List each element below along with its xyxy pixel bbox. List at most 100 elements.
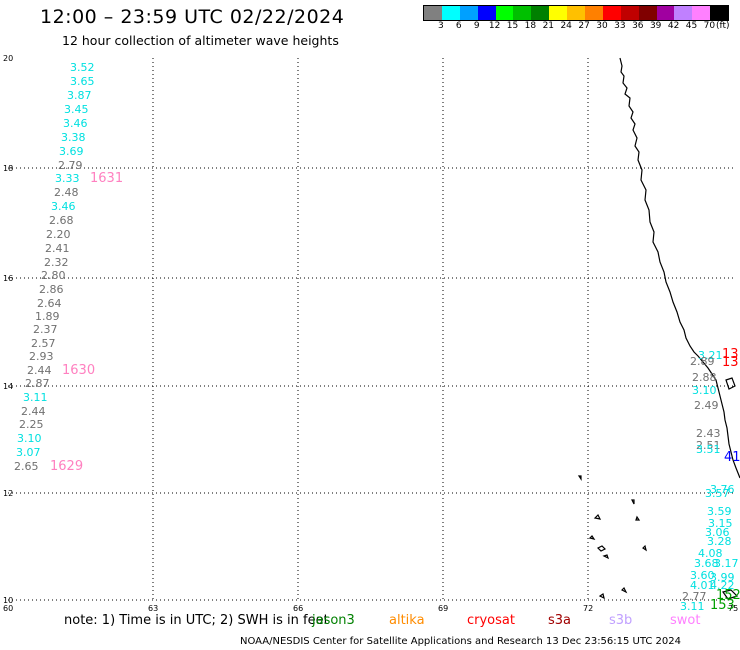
latitude-tick-label: 10 [3,596,13,605]
footer-credit: NOAA/NESDIS Center for Satellite Applica… [240,636,682,647]
colorbar-swatch [656,6,675,20]
wave-height-label: 3.60 [690,569,715,582]
wave-height-label: 2.49 [694,399,719,412]
wave-height-labels: 3.523.653.873.453.463.383.692.793.332.48… [14,61,740,613]
orbit-pass-label: 1629 [50,459,83,474]
colorbar-swatch [424,6,442,20]
colorbar-tick-label: 70 [703,21,716,31]
colorbar-swatch [620,6,639,20]
wave-height-label: 2.37 [33,323,58,336]
wave-height-label: 2.20 [46,228,71,241]
colorbar-swatch [710,6,729,20]
colorbar-tick-label: 3 [438,21,444,31]
colorbar-swatch [602,6,621,20]
wave-height-label: 2.57 [31,337,56,350]
wave-height-label: 2.88 [692,371,717,384]
wave-height-label: 3.17 [714,557,739,570]
colorbar-swatch [638,6,657,20]
wave-height-label: 2.65 [14,460,39,473]
latitude-tick-label: 16 [3,274,13,283]
latitude-tick-label: 12 [3,489,13,498]
wave-height-label: 2.93 [29,350,54,363]
satellite-legend-altika: altika [389,613,425,628]
colorbar-tick-label: 12 [488,21,501,31]
wave-height-label: 2.77 [682,590,707,603]
latitude-tick-label: 18 [3,164,13,173]
colorbar-labels: 3 6 9 12 15 18 21 24 27 30 33 36 39 42 45 70 [423,21,740,33]
colorbar-tick-label: 27 [578,21,590,31]
wave-height-label: 2.41 [45,242,70,255]
map-subtitle: 12 hour collection of altimeter wave hei… [62,33,339,48]
satellite-legend-swot: swot [670,613,701,628]
colorbar-swatch [567,6,586,20]
wave-height-label: 2.79 [58,159,83,172]
colorbar-swatch [531,6,550,20]
longitude-tick-label: 72 [583,604,593,613]
colorbar-tick-label: 6 [455,21,462,31]
colorbar-tick-label: 15 [506,21,519,31]
map-title: 12:00 – 23:59 UTC 02/22/2024 [40,6,345,28]
orbit-pass-label: 153 [710,598,735,613]
wave-height-label: 3.15 [708,517,733,530]
colorbar-tick-label: 33 [614,21,626,31]
wave-height-label: 3.07 [16,446,41,459]
wave-height-label: 2.44 [27,364,52,377]
wave-height-label: 4.22 [710,579,735,592]
satellite-legend-jason3: jason3 [312,613,355,628]
colorbar-unit-label: (ft) [716,21,730,31]
colorbar-tick-label: 42 [667,21,680,31]
colorbar-tick-label: 24 [560,21,572,31]
wave-height-label: 3.28 [707,535,732,548]
orbit-pass-label: 1630 [62,363,95,378]
colorbar-tick-label: 21 [542,21,555,31]
colorbar-swatch [674,6,693,20]
colorbar-tick-label: 39 [649,21,662,31]
colorbar-tick-label: 9 [473,21,480,31]
colorbar-swatch [477,6,496,20]
wave-height-label: 2.87 [25,377,50,390]
orbit-pass-label: 13 [722,347,739,362]
colorbar-swatch [549,6,568,20]
wave-height-label: 3.21 [698,349,723,362]
wave-height-label: 3.33 [55,172,80,185]
wave-height-label: 2.64 [37,297,62,310]
wave-height-label: 2.48 [54,186,79,199]
graticule-grid [8,58,733,601]
longitude-tick-label: 75 [728,604,738,613]
satellite-legend-cryosat: cryosat [467,613,515,628]
wave-height-label: 3.52 [70,61,95,74]
wave-height-label: 3.68 [694,557,719,570]
wave-height-label: 2.86 [39,283,64,296]
wave-height-label: 3.57 [705,487,730,500]
wave-height-label: 3.06 [705,526,730,539]
wave-height-label: 3.38 [61,131,86,144]
wave-height-label: 2.89 [690,355,715,368]
colorbar-tick-label: 36 [632,21,644,31]
wave-height-label: 1.89 [35,310,60,323]
latitude-tick-label: 20 [3,54,13,63]
wave-height-label: 3.76 [710,483,735,496]
wave-height-label: 3.11 [23,391,48,404]
island-outlines [577,377,739,600]
wave-height-label: 2.25 [19,418,44,431]
footer-note: note: 1) Time is in UTC; 2) SWH is in fe… [64,613,329,628]
colorbar-swatch [692,6,711,20]
wave-height-label: 3.10 [17,432,42,445]
wave-height-label: 2.51 [696,439,721,452]
wave-height-label: 2.80 [41,269,66,282]
wave-height-colorbar [423,5,730,21]
latitude-tick-label: 14 [3,382,13,391]
wave-height-label: 4.08 [698,547,723,560]
longitude-tick-label: 63 [148,604,158,613]
wave-height-label: 3.59 [707,505,732,518]
colorbar-tick-label: 30 [596,21,608,31]
colorbar-tick-label: 45 [685,21,698,31]
satellite-legend-s3a: s3a [548,613,572,628]
wave-height-label: 3.46 [63,117,88,130]
orbit-pass-label: 13 [722,355,739,370]
colorbar-swatch [441,6,460,20]
longitude-tick-label: 69 [438,604,448,613]
orbit-pass-label: 41 [724,450,740,465]
